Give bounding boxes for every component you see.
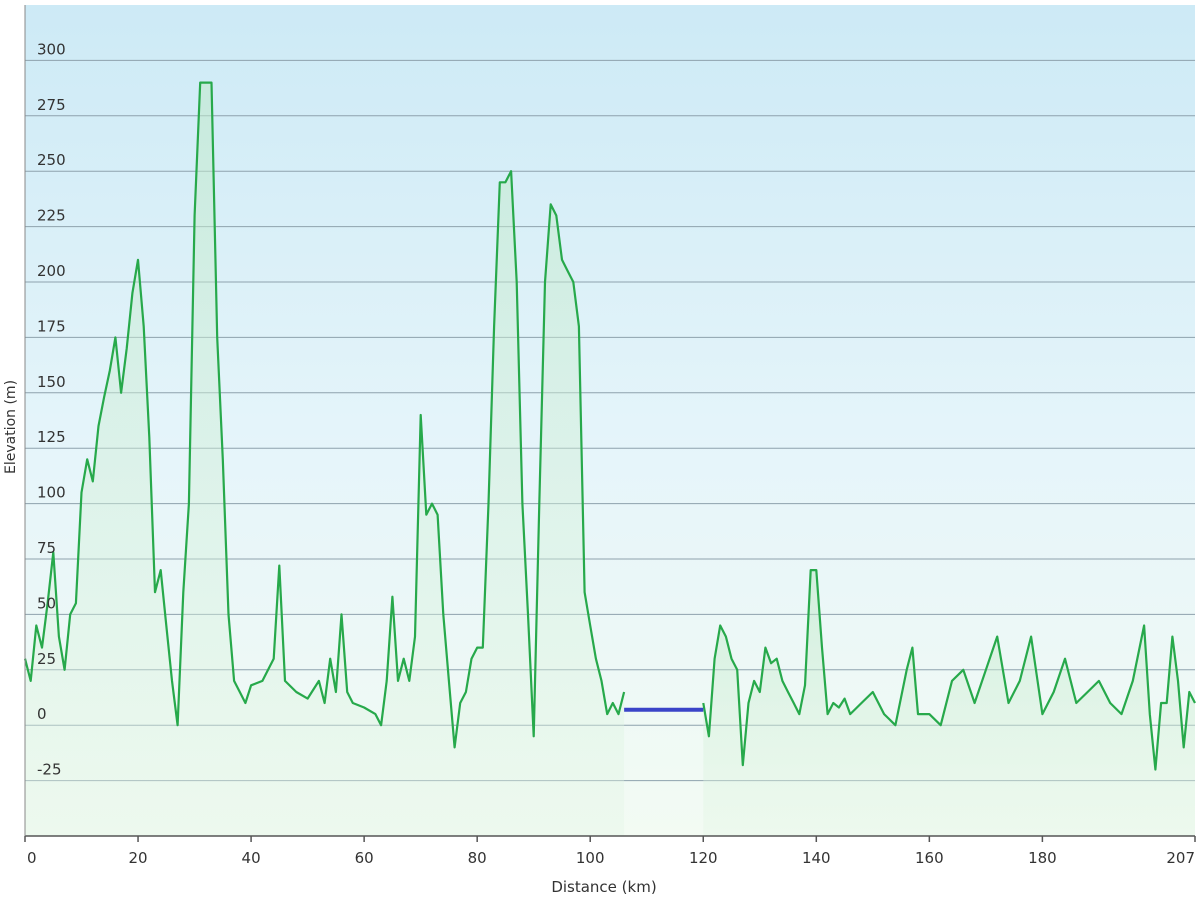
y-axis-title: Elevation (m)	[3, 380, 19, 474]
y-tick-label: 150	[37, 373, 66, 391]
x-tick-label: 40	[242, 849, 261, 867]
y-tick-label: 225	[37, 207, 66, 225]
y-tick-label: 175	[37, 317, 66, 335]
x-tick-label: 20	[128, 849, 147, 867]
x-tick-label: 207	[1166, 849, 1195, 867]
y-tick-label: 300	[37, 40, 66, 58]
elevation-series-line	[23, 81, 626, 749]
elevation-series-line	[702, 568, 1196, 771]
series-layer	[23, 81, 1196, 837]
x-tick-label: 180	[1028, 849, 1057, 867]
x-tick-label: 60	[355, 849, 374, 867]
y-tick-label: 100	[37, 484, 66, 502]
y-tick-label: 250	[37, 151, 66, 169]
x-axis-title: Distance (km)	[551, 878, 656, 896]
x-tick-label: 100	[576, 849, 605, 867]
x-tick-label: 80	[468, 849, 487, 867]
x-tick-label: 0	[27, 849, 37, 867]
elevation-area-fill	[25, 82, 625, 837]
x-tick-label: 160	[915, 849, 944, 867]
y-tick-label: 200	[37, 262, 66, 280]
y-tick-label: 0	[37, 705, 47, 723]
y-tick-label: -25	[37, 761, 62, 779]
y-tick-label: 125	[37, 428, 66, 446]
y-tick-label: 50	[37, 594, 56, 612]
x-tick-label: 140	[802, 849, 831, 867]
y-tick-label: 275	[37, 96, 66, 114]
y-tick-labels: -25 0 25 50 75 100 125 150 175 200 225 250 275 300	[37, 40, 66, 778]
x-tick-labels: 0 20 40 60 80 100 120 140 160 180 207	[24, 836, 1196, 867]
x-tick-label: 120	[689, 849, 718, 867]
y-tick-label: 25	[37, 650, 56, 668]
y-tick-label: 75	[37, 539, 56, 557]
elevation-area-fill	[703, 570, 1195, 836]
